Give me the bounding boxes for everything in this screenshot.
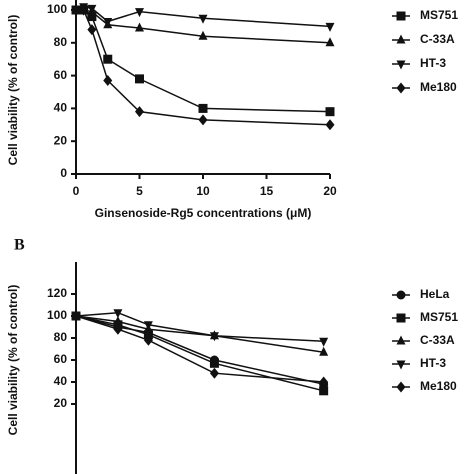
x-tick-label: 15: [260, 184, 274, 198]
marker: [319, 386, 329, 396]
marker: [103, 17, 113, 27]
y-tick-label: 20: [54, 396, 68, 410]
y-tick-label: 100: [47, 2, 67, 16]
legend-marker: [396, 11, 406, 21]
marker: [71, 4, 81, 16]
marker: [198, 103, 208, 113]
marker: [135, 8, 144, 18]
series-line: [75, 315, 324, 354]
marker: [87, 24, 97, 36]
y-tick-label: 60: [54, 68, 68, 82]
marker: [143, 334, 153, 346]
series-line: [75, 315, 324, 385]
marker: [209, 332, 219, 342]
marker: [103, 54, 113, 64]
marker: [198, 14, 208, 24]
marker: [319, 346, 329, 356]
y-tick-label: 80: [54, 35, 68, 49]
marker: [325, 22, 335, 32]
x-tick-label: 5: [136, 184, 143, 198]
marker: [325, 119, 335, 131]
panel-label: B: [14, 237, 25, 254]
marker: [113, 316, 123, 325]
marker: [71, 310, 81, 322]
marker: [319, 376, 329, 388]
y-tick-label: 40: [54, 101, 68, 115]
marker: [103, 75, 113, 87]
marker: [87, 12, 97, 22]
x-tick-label: 20: [323, 184, 337, 198]
marker: [325, 107, 335, 117]
legend-label: Me180: [420, 80, 457, 94]
legend-marker: [396, 313, 406, 323]
legend-label: HT-3: [420, 56, 446, 70]
marker: [325, 37, 335, 47]
y-tick-label: 40: [54, 374, 68, 388]
legend-label: C-33A: [420, 333, 455, 347]
legend-marker: [396, 360, 406, 370]
legend-label: HeLa: [420, 287, 450, 301]
y-tick-label: 80: [54, 330, 68, 344]
y-axis-label: Cell viability (% of control): [6, 15, 20, 166]
marker: [113, 309, 123, 319]
marker: [79, 4, 89, 16]
marker: [209, 367, 219, 379]
marker: [135, 22, 144, 32]
marker: [209, 358, 219, 368]
y-tick-label: 60: [54, 352, 68, 366]
legend-marker: [396, 381, 406, 393]
legend-marker: [396, 60, 406, 70]
marker: [143, 321, 153, 331]
legend-label: MS751: [420, 8, 458, 22]
legend-marker: [396, 290, 406, 300]
y-axis-label: Cell viability (% of control): [6, 285, 20, 436]
x-tick-label: 10: [196, 184, 210, 198]
legend-label: HT-3: [420, 356, 446, 370]
legend-marker: [396, 335, 406, 345]
marker: [113, 323, 123, 335]
legend-label: C-33A: [420, 32, 455, 46]
marker: [319, 337, 329, 347]
legend-marker: [396, 82, 406, 94]
marker: [135, 106, 144, 118]
y-tick-label: 100: [47, 308, 67, 322]
marker: [198, 114, 208, 126]
marker: [135, 74, 144, 84]
y-tick-label: 0: [60, 166, 67, 180]
y-tick-label: 120: [47, 286, 67, 300]
x-tick-label: 0: [73, 184, 80, 198]
marker: [198, 30, 208, 40]
legend-marker: [396, 34, 406, 44]
x-axis-label: Ginsenoside-Rg5 concentrations (μM): [95, 206, 312, 220]
marker: [87, 4, 97, 14]
legend-label: MS751: [420, 310, 458, 324]
y-tick-label: 20: [54, 133, 68, 147]
legend-label: Me180: [420, 379, 457, 393]
